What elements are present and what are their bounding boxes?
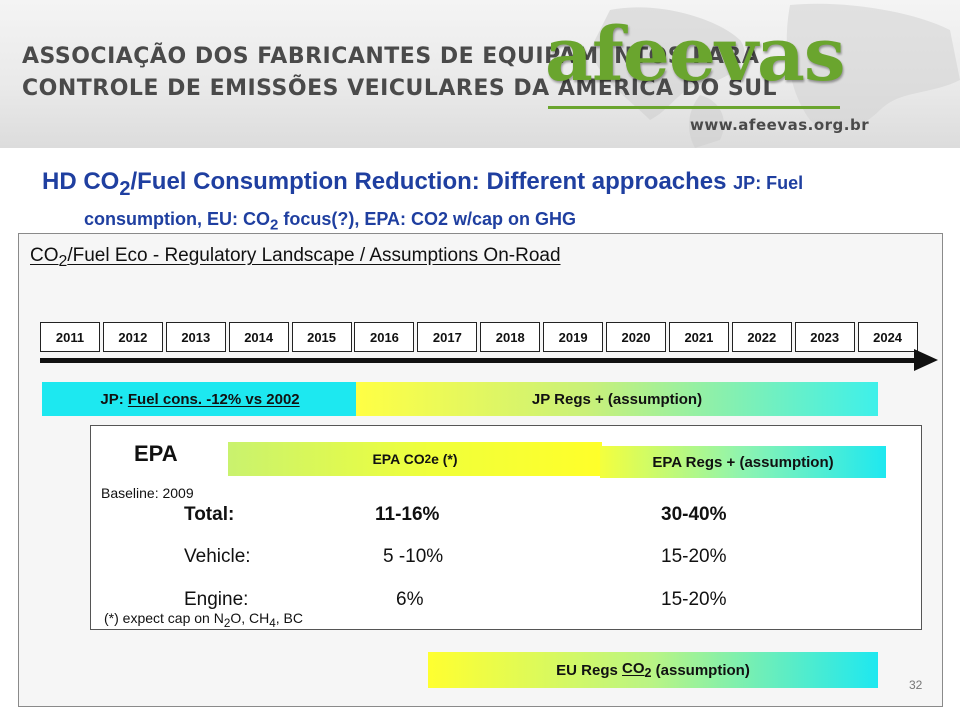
logo-underline (548, 106, 840, 109)
year-cell: 2019 (543, 322, 604, 352)
row-total-far: 30-40% (661, 504, 727, 525)
header-banner: ASSOCIAÇÃO DOS FABRICANTES DE EQUIPAMENT… (0, 0, 960, 148)
epa-regs-label: EPA Regs + (assumption) (652, 453, 834, 471)
row-engine-far: 15-20% (661, 589, 727, 610)
year-cell: 2020 (606, 322, 667, 352)
epa-co2e-bar: EPA CO 2 e (*) (228, 442, 602, 476)
jp-fuel-target: Fuel cons. -12% vs 2002 (127, 390, 300, 408)
epa-co2e-pre: EPA CO (372, 451, 425, 467)
epa-regs-bar: EPA Regs + (assumption) (600, 446, 886, 478)
year-cell: 2014 (228, 322, 289, 352)
year-cell: 2021 (668, 322, 729, 352)
timeline-arrow-shaft (40, 358, 916, 363)
year-timeline: 2011 2012 2013 2014 2015 2016 2017 2018 … (40, 322, 918, 354)
row-total-near: 11-16% (375, 504, 440, 525)
year-cell: 2012 (102, 322, 163, 352)
epa-baseline: Baseline: 2009 (101, 485, 194, 501)
title-line2-sub: 2 (270, 216, 279, 234)
title-line1-post: /Fuel Consumption Reduction: Different a… (130, 168, 734, 195)
row-vehicle-label: Vehicle: (184, 546, 251, 567)
footnote-sub2: 4 (269, 616, 276, 630)
epa-co2e-sub: 2 (424, 452, 432, 466)
page-number: 32 (909, 678, 923, 692)
footnote-post: , BC (275, 610, 303, 626)
year-cell: 2023 (794, 322, 855, 352)
year-cell: 2024 (857, 322, 918, 352)
heading-post: /Fuel Eco - Regulatory Landscape / Assum… (67, 245, 561, 266)
jp-regs-bar: JP Regs + (assumption) (356, 382, 878, 416)
eu-pre: EU Regs (556, 661, 623, 679)
title-line1-tail: JP: Fuel (733, 173, 804, 193)
row-engine-label: Engine: (184, 589, 249, 610)
epa-co2e-post: e (*) (431, 451, 458, 467)
eu-co2: CO2 (622, 660, 651, 680)
afeevas-logo: afeevas (545, 12, 846, 98)
heading-sub: 2 (58, 252, 68, 270)
eu-post: (assumption) (651, 661, 750, 679)
title-line1-pre: HD CO (42, 168, 120, 195)
row-total-label: Total: (184, 504, 235, 525)
year-cell: 2017 (417, 322, 478, 352)
jp-fuel-bar: JP: Fuel cons. -12% vs 2002 (42, 382, 358, 416)
title-line2-pre: consumption, EU: CO (84, 208, 270, 229)
jp-regs-label: JP Regs + (assumption) (531, 390, 703, 408)
eu-co2-pre: CO (622, 660, 645, 677)
year-cell: 2016 (354, 322, 415, 352)
website-url: www.afeevas.org.br (690, 116, 870, 134)
footnote-sub1: 2 (223, 616, 231, 630)
heading-pre: CO (30, 245, 59, 266)
row-vehicle-near: 5 -10% (383, 546, 444, 567)
row-vehicle-far: 15-20% (661, 546, 727, 567)
section-heading: CO2/Fuel Eco - Regulatory Landscape / As… (30, 245, 561, 271)
row-engine-near: 6% (396, 589, 424, 610)
org-name-line1: ASSOCIAÇÃO DOS FABRICANTES DE EQUIPAMENT… (22, 44, 760, 69)
timeline-arrow-icon (914, 349, 938, 371)
org-name-line2: CONTROLE DE EMISSÕES VEICULARES DA AMÉRI… (22, 76, 778, 101)
slide-title: HD CO2/Fuel Consumption Reduction: Diffe… (42, 168, 922, 239)
year-cell: 2013 (165, 322, 226, 352)
year-cell: 2022 (731, 322, 792, 352)
title-line2: consumption, EU: CO2 focus(?), EPA: CO2 … (42, 205, 922, 240)
eu-regs-bar: EU Regs CO2 (assumption) (428, 652, 878, 688)
footnote-mid: O, CH (230, 610, 270, 626)
epa-label: EPA (134, 441, 178, 466)
eu-co2-sub: 2 (644, 666, 652, 680)
title-line2-post: focus(?), EPA: CO2 w/cap on GHG (278, 208, 577, 229)
year-cell: 2015 (291, 322, 352, 352)
title-line1-sub: 2 (119, 177, 131, 200)
year-cell: 2011 (40, 322, 100, 352)
year-cell: 2018 (480, 322, 541, 352)
jp-prefix: JP: (100, 390, 124, 408)
epa-footnote: (*) expect cap on N2O, CH4, BC (104, 610, 303, 630)
footnote-pre: (*) expect cap on N (104, 610, 224, 626)
